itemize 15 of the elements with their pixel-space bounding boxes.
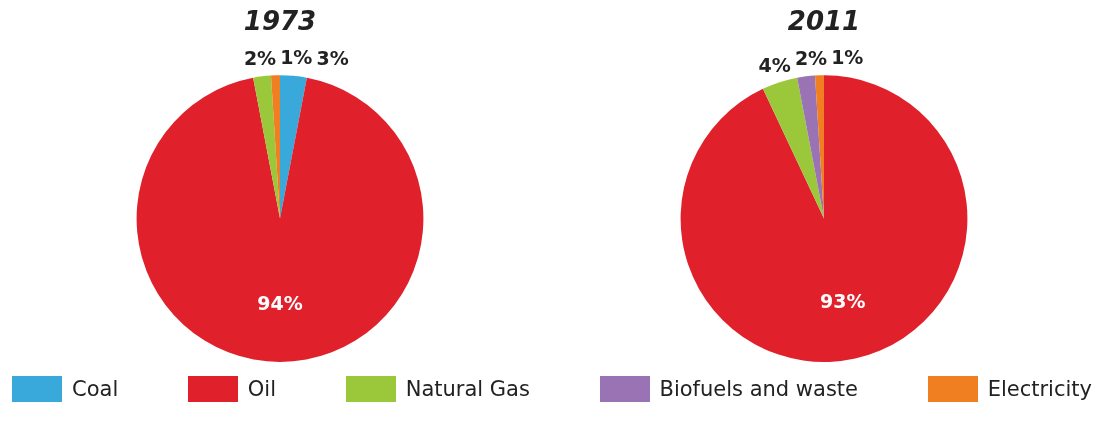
data-label: 1%: [280, 46, 313, 69]
chart-title: 1973: [243, 6, 317, 37]
data-label: 2%: [794, 47, 828, 70]
legend-label: Oil: [247, 377, 277, 401]
data-label: 3%: [316, 46, 349, 69]
legend-label: Electricity: [987, 377, 1092, 401]
data-label: 93%: [820, 289, 866, 312]
data-label: 94%: [257, 291, 303, 314]
chart-title: 2011: [787, 6, 861, 37]
data-label: 1%: [831, 46, 864, 69]
data-label: 2%: [243, 47, 277, 70]
legend-label: Natural Gas: [405, 377, 530, 401]
data-label: 4%: [758, 53, 791, 76]
legend-label: Biofuels and waste: [659, 377, 859, 401]
legend-label: Coal: [72, 377, 119, 401]
